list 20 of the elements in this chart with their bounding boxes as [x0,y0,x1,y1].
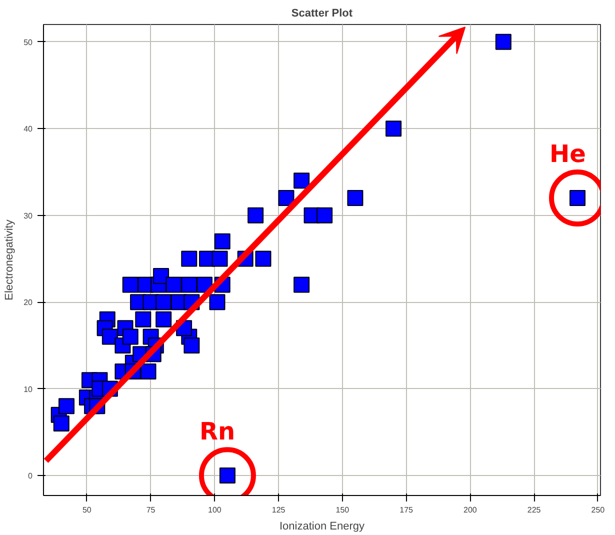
y-tick-label: 10 [24,384,34,394]
y-tick-label: 0 [28,472,34,481]
y-tick-label: 50 [24,38,34,47]
y-tick-label: 40 [24,124,34,134]
chart-title: Scatter Plot [291,8,353,20]
x-tick-label: 125 [272,506,286,514]
x-tick-label: 250 [591,506,606,514]
annotation: He [550,140,586,168]
x-tick-label: 175 [400,506,414,514]
y-tick-label: 20 [24,298,34,308]
x-tick-label: 150 [336,506,350,514]
x-tick-label: 50 [82,506,92,514]
x-tick-label: 200 [464,506,478,514]
y-tick-label: 30 [24,211,34,220]
x-tick-label: 225 [527,506,542,514]
y-axis-title: Electronegativity [4,219,16,300]
x-axis-title: Ionization Energy [280,520,365,532]
x-tick-label: 75 [146,506,156,514]
annotation: Rn [199,418,236,446]
x-tick-label: 100 [208,506,222,514]
